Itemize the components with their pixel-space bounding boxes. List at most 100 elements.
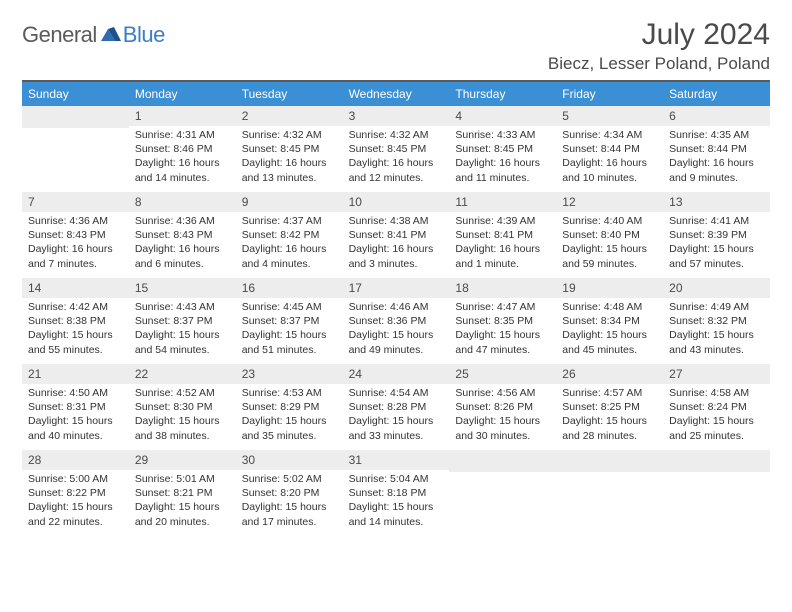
day-details: Sunrise: 4:31 AMSunset: 8:46 PMDaylight:… bbox=[129, 126, 236, 189]
sunrise-line: Sunrise: 4:54 AM bbox=[349, 386, 444, 400]
day-number: 29 bbox=[129, 450, 236, 470]
day-cell: 4Sunrise: 4:33 AMSunset: 8:45 PMDaylight… bbox=[449, 106, 556, 192]
day-cell: 28Sunrise: 5:00 AMSunset: 8:22 PMDayligh… bbox=[22, 450, 129, 536]
day-details: Sunrise: 4:32 AMSunset: 8:45 PMDaylight:… bbox=[236, 126, 343, 189]
sunset-line: Sunset: 8:18 PM bbox=[349, 486, 444, 500]
day-cell: 31Sunrise: 5:04 AMSunset: 8:18 PMDayligh… bbox=[343, 450, 450, 536]
day-cell: 13Sunrise: 4:41 AMSunset: 8:39 PMDayligh… bbox=[663, 192, 770, 278]
sunrise-line: Sunrise: 4:42 AM bbox=[28, 300, 123, 314]
day-number: 21 bbox=[22, 364, 129, 384]
day-details: Sunrise: 4:36 AMSunset: 8:43 PMDaylight:… bbox=[129, 212, 236, 275]
sunset-line: Sunset: 8:36 PM bbox=[349, 314, 444, 328]
sunrise-line: Sunrise: 4:45 AM bbox=[242, 300, 337, 314]
sunset-line: Sunset: 8:22 PM bbox=[28, 486, 123, 500]
day-details: Sunrise: 4:43 AMSunset: 8:37 PMDaylight:… bbox=[129, 298, 236, 361]
day-number: 24 bbox=[343, 364, 450, 384]
sunrise-line: Sunrise: 4:35 AM bbox=[669, 128, 764, 142]
weekday-header: Wednesday bbox=[343, 82, 450, 106]
sunset-line: Sunset: 8:37 PM bbox=[242, 314, 337, 328]
day-details: Sunrise: 4:38 AMSunset: 8:41 PMDaylight:… bbox=[343, 212, 450, 275]
daylight-line: Daylight: 15 hours and 35 minutes. bbox=[242, 414, 337, 442]
month-title: July 2024 bbox=[548, 18, 770, 52]
daylight-line: Daylight: 16 hours and 9 minutes. bbox=[669, 156, 764, 184]
day-cell: 30 Sunrise: 5:02 AMSunset: 8:20 PMDayligh… bbox=[236, 450, 343, 536]
sunrise-line: Sunrise: 4:48 AM bbox=[562, 300, 657, 314]
day-number: 13 bbox=[663, 192, 770, 212]
sunrise-line: Sunrise: 4:37 AM bbox=[242, 214, 337, 228]
weekday-header: Saturday bbox=[663, 82, 770, 106]
day-cell bbox=[556, 450, 663, 536]
day-details: Sunrise: 4:37 AMSunset: 8:42 PMDaylight:… bbox=[236, 212, 343, 275]
sunset-line: Sunset: 8:45 PM bbox=[349, 142, 444, 156]
daylight-line: Daylight: 15 hours and 28 minutes. bbox=[562, 414, 657, 442]
sunset-line: Sunset: 8:20 PM bbox=[242, 486, 337, 500]
weekday-header-row: SundayMondayTuesdayWednesdayThursdayFrid… bbox=[22, 82, 770, 106]
day-number: 23 bbox=[236, 364, 343, 384]
day-cell: 29Sunrise: 5:01 AMSunset: 8:21 PMDayligh… bbox=[129, 450, 236, 536]
sunrise-line: Sunrise: 4:58 AM bbox=[669, 386, 764, 400]
day-cell bbox=[449, 450, 556, 536]
daylight-line: Daylight: 16 hours and 3 minutes. bbox=[349, 242, 444, 270]
day-number: 15 bbox=[129, 278, 236, 298]
day-details: Sunrise: 5:04 AMSunset: 8:18 PMDaylight:… bbox=[343, 470, 450, 533]
day-number bbox=[449, 450, 556, 472]
day-number: 6 bbox=[663, 106, 770, 126]
day-cell: 14Sunrise: 4:42 AMSunset: 8:38 PMDayligh… bbox=[22, 278, 129, 364]
daylight-line: Daylight: 16 hours and 10 minutes. bbox=[562, 156, 657, 184]
logo: General Blue bbox=[22, 22, 165, 48]
daylight-line: Daylight: 15 hours and 49 minutes. bbox=[349, 328, 444, 356]
sunrise-line: Sunrise: 4:47 AM bbox=[455, 300, 550, 314]
day-cell: 15Sunrise: 4:43 AMSunset: 8:37 PMDayligh… bbox=[129, 278, 236, 364]
daylight-line: Daylight: 15 hours and 45 minutes. bbox=[562, 328, 657, 356]
day-cell: 12Sunrise: 4:40 AMSunset: 8:40 PMDayligh… bbox=[556, 192, 663, 278]
day-number: 25 bbox=[449, 364, 556, 384]
day-number: 1 bbox=[129, 106, 236, 126]
day-details: Sunrise: 4:39 AMSunset: 8:41 PMDaylight:… bbox=[449, 212, 556, 275]
sunset-line: Sunset: 8:25 PM bbox=[562, 400, 657, 414]
day-cell bbox=[663, 450, 770, 536]
sunrise-line: Sunrise: 4:33 AM bbox=[455, 128, 550, 142]
daylight-line: Daylight: 16 hours and 4 minutes. bbox=[242, 242, 337, 270]
sunrise-line: Sunrise: 4:36 AM bbox=[135, 214, 230, 228]
day-cell: 18Sunrise: 4:47 AMSunset: 8:35 PMDayligh… bbox=[449, 278, 556, 364]
day-number: 30 bbox=[236, 450, 343, 470]
sunrise-line: Sunrise: 4:52 AM bbox=[135, 386, 230, 400]
day-number: 10 bbox=[343, 192, 450, 212]
sunrise-line: Sunrise: 4:38 AM bbox=[349, 214, 444, 228]
day-cell: 5Sunrise: 4:34 AMSunset: 8:44 PMDaylight… bbox=[556, 106, 663, 192]
sunset-line: Sunset: 8:34 PM bbox=[562, 314, 657, 328]
sunrise-line: Sunrise: 4:36 AM bbox=[28, 214, 123, 228]
sunrise-line: Sunrise: 5:02 AM bbox=[242, 472, 337, 486]
sunset-line: Sunset: 8:45 PM bbox=[242, 142, 337, 156]
sunset-line: Sunset: 8:31 PM bbox=[28, 400, 123, 414]
daylight-line: Daylight: 15 hours and 17 minutes. bbox=[242, 500, 337, 528]
sunrise-line: Sunrise: 5:00 AM bbox=[28, 472, 123, 486]
sunrise-line: Sunrise: 4:50 AM bbox=[28, 386, 123, 400]
day-details: Sunrise: 4:42 AMSunset: 8:38 PMDaylight:… bbox=[22, 298, 129, 361]
daylight-line: Daylight: 15 hours and 20 minutes. bbox=[135, 500, 230, 528]
day-number: 3 bbox=[343, 106, 450, 126]
day-details: Sunrise: 4:35 AMSunset: 8:44 PMDaylight:… bbox=[663, 126, 770, 189]
sunrise-line: Sunrise: 4:40 AM bbox=[562, 214, 657, 228]
day-details: Sunrise: 4:46 AMSunset: 8:36 PMDaylight:… bbox=[343, 298, 450, 361]
day-cell: 16Sunrise: 4:45 AMSunset: 8:37 PMDayligh… bbox=[236, 278, 343, 364]
day-details: Sunrise: 4:57 AMSunset: 8:25 PMDaylight:… bbox=[556, 384, 663, 447]
day-details: Sunrise: 4:52 AMSunset: 8:30 PMDaylight:… bbox=[129, 384, 236, 447]
daylight-line: Daylight: 16 hours and 6 minutes. bbox=[135, 242, 230, 270]
sunrise-line: Sunrise: 4:32 AM bbox=[349, 128, 444, 142]
day-number: 18 bbox=[449, 278, 556, 298]
daylight-line: Daylight: 15 hours and 38 minutes. bbox=[135, 414, 230, 442]
daylight-line: Daylight: 15 hours and 43 minutes. bbox=[669, 328, 764, 356]
sunrise-line: Sunrise: 4:32 AM bbox=[242, 128, 337, 142]
daylight-line: Daylight: 16 hours and 7 minutes. bbox=[28, 242, 123, 270]
sunset-line: Sunset: 8:41 PM bbox=[349, 228, 444, 242]
day-cell: 21Sunrise: 4:50 AMSunset: 8:31 PMDayligh… bbox=[22, 364, 129, 450]
day-cell: 24Sunrise: 4:54 AMSunset: 8:28 PMDayligh… bbox=[343, 364, 450, 450]
weekday-header: Friday bbox=[556, 82, 663, 106]
calendar-grid: 1Sunrise: 4:31 AMSunset: 8:46 PMDaylight… bbox=[22, 106, 770, 536]
daylight-line: Daylight: 15 hours and 33 minutes. bbox=[349, 414, 444, 442]
day-cell: 2Sunrise: 4:32 AMSunset: 8:45 PMDaylight… bbox=[236, 106, 343, 192]
sunset-line: Sunset: 8:44 PM bbox=[669, 142, 764, 156]
day-number: 26 bbox=[556, 364, 663, 384]
day-details: Sunrise: 4:40 AMSunset: 8:40 PMDaylight:… bbox=[556, 212, 663, 275]
